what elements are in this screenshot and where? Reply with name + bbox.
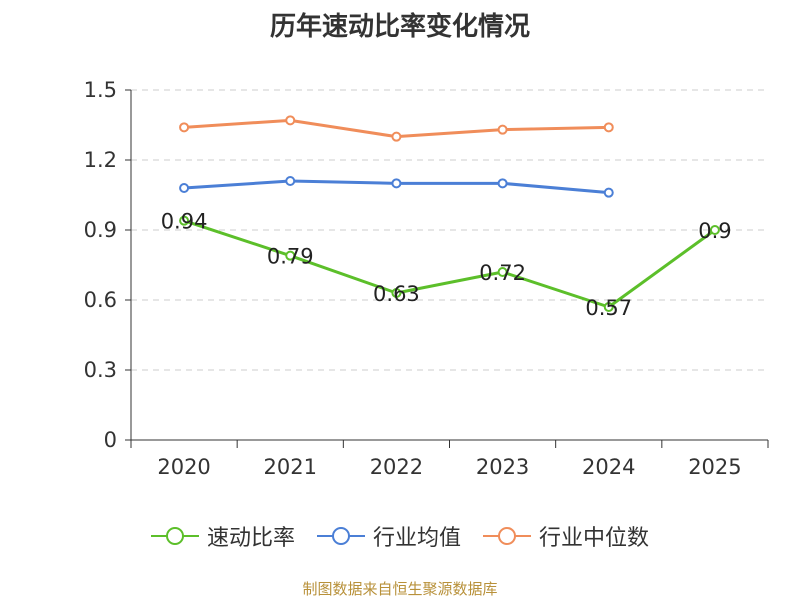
- data-point: [709, 225, 720, 235]
- data-point: [391, 288, 402, 298]
- data-point: [603, 302, 614, 312]
- legend-label: 行业均值: [372, 526, 461, 551]
- x-tick-label: 2020: [157, 455, 210, 479]
- data-label: 0.63: [373, 282, 420, 306]
- x-tick-label: 2023: [476, 455, 529, 479]
- legend-marker-industry-median: [483, 527, 531, 545]
- chart-title: 历年速动比率变化情况: [269, 12, 530, 42]
- series-line: [183, 219, 716, 309]
- data-point: [497, 124, 508, 135]
- data-point: [179, 122, 190, 133]
- y-tick-label: 0: [104, 428, 117, 452]
- data-point: [285, 250, 296, 261]
- legend-label: 速动比率: [206, 526, 295, 551]
- data-point: [603, 122, 614, 133]
- legend-label: 行业中位数: [539, 526, 650, 551]
- data-label: 0.9: [698, 219, 731, 243]
- legend-marker-quick-ratio: [150, 527, 199, 545]
- y-tick-label: 0.6: [84, 288, 117, 312]
- y-tick-label: 0.9: [84, 218, 117, 242]
- data-point: [179, 215, 190, 226]
- legend-item-industry-mean[interactable]: 行业均值: [316, 520, 461, 552]
- x-tick-label: 2024: [582, 455, 635, 479]
- legend: 速动比率 行业均值 行业中位数: [0, 520, 800, 552]
- data-point: [179, 183, 190, 193]
- data-label: 0.72: [479, 261, 526, 285]
- legend-item-industry-median[interactable]: 行业中位数: [483, 520, 649, 552]
- data-label: 0.57: [585, 296, 632, 320]
- x-tick-label: 2025: [688, 455, 741, 479]
- data-label: 0.79: [267, 245, 314, 269]
- legend-marker-industry-mean: [316, 527, 365, 545]
- data-point: [603, 187, 614, 198]
- y-tick-label: 1.2: [84, 148, 117, 172]
- data-point: [391, 131, 402, 142]
- x-tick-label: 2022: [370, 455, 423, 479]
- data-point: [497, 267, 508, 277]
- x-tick-label: 2021: [264, 455, 317, 479]
- data-point: [285, 115, 296, 126]
- data-point: [285, 176, 296, 186]
- y-tick-label: 0.3: [84, 358, 117, 382]
- source-note: 制图数据来自恒生聚源数据库: [302, 580, 498, 598]
- data-point: [497, 178, 508, 189]
- y-tick-label: 1.5: [84, 78, 117, 102]
- data-label: 0.94: [161, 210, 208, 234]
- legend-item-quick-ratio[interactable]: 速动比率: [150, 520, 295, 552]
- data-point: [391, 178, 402, 189]
